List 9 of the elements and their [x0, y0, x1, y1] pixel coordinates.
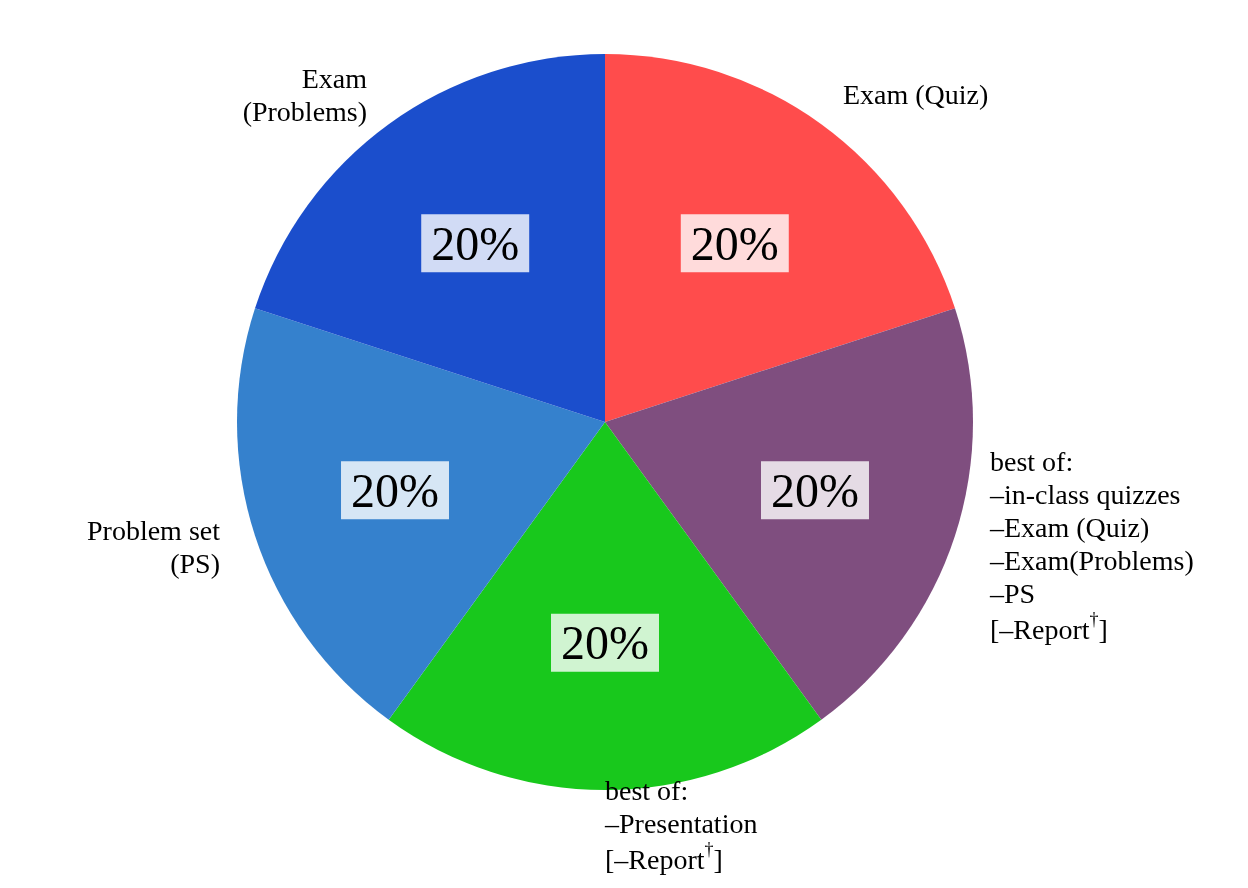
slice-label: best of: –in-class quizzes –Exam (Quiz) –Exam(Problems) –PS [–Report†] — [988, 445, 1194, 646]
slice-label: Exam (Problems) — [242, 62, 368, 127]
data-label: 20% — [771, 463, 859, 517]
data-label: 20% — [561, 616, 649, 670]
slice-label: Problem set (PS) — [87, 515, 221, 580]
slice-label: Exam (Quiz) — [842, 79, 989, 111]
data-label: 20% — [431, 216, 520, 270]
data-label: 20% — [351, 463, 439, 517]
data-label: 20% — [690, 216, 779, 270]
